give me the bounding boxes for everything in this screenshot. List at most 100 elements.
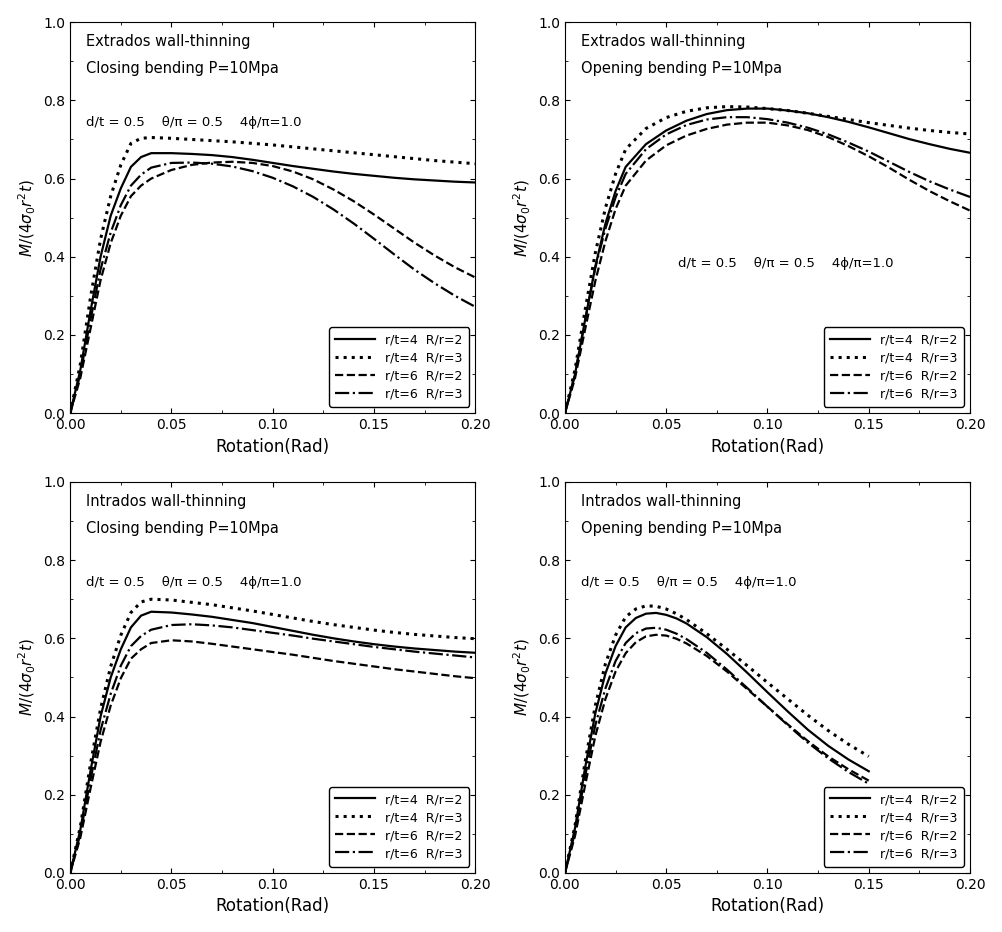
r/t=4  R/r=3: [619, 144, 631, 155]
r/t=4  R/r=3: [670, 608, 682, 619]
r/t=6  R/r=3: [145, 162, 157, 173]
r/t=4  R/r=3: [619, 611, 631, 623]
r/t=4  R/r=3: [226, 136, 238, 147]
r/t=4  R/r=3: [660, 603, 672, 614]
r/t=6  R/r=2: [700, 651, 712, 662]
r/t=4  R/r=3: [782, 105, 794, 116]
r/t=6  R/r=2: [135, 180, 147, 191]
r/t=6  R/r=3: [569, 827, 581, 838]
X-axis label: Rotation(Rad): Rotation(Rad): [215, 898, 330, 915]
r/t=4  R/r=3: [145, 594, 157, 605]
r/t=6  R/r=3: [823, 129, 835, 140]
r/t=6  R/r=2: [660, 140, 672, 151]
r/t=4  R/r=3: [206, 135, 218, 146]
r/t=6  R/r=2: [843, 141, 855, 152]
r/t=4  R/r=3: [165, 595, 177, 606]
r/t=4  R/r=2: [721, 649, 733, 660]
r/t=6  R/r=3: [802, 737, 814, 748]
r/t=4  R/r=3: [843, 739, 855, 750]
Line: r/t=6  R/r=2: r/t=6 R/r=2: [565, 123, 970, 413]
r/t=4  R/r=2: [185, 148, 197, 159]
r/t=4  R/r=2: [348, 169, 360, 180]
r/t=6  R/r=2: [308, 173, 320, 185]
r/t=6  R/r=3: [650, 623, 662, 634]
r/t=6  R/r=3: [721, 664, 733, 675]
r/t=6  R/r=3: [74, 829, 86, 840]
r/t=6  R/r=3: [135, 630, 147, 641]
r/t=4  R/r=3: [579, 304, 591, 315]
X-axis label: Rotation(Rad): Rotation(Rad): [710, 898, 825, 915]
r/t=6  R/r=3: [267, 172, 279, 184]
r/t=6  R/r=3: [559, 407, 571, 418]
r/t=4  R/r=3: [660, 112, 672, 123]
r/t=4  R/r=3: [185, 134, 197, 145]
r/t=6  R/r=3: [185, 157, 197, 168]
r/t=4  R/r=2: [863, 122, 875, 133]
r/t=6  R/r=2: [308, 652, 320, 664]
Line: r/t=6  R/r=2: r/t=6 R/r=2: [70, 640, 475, 873]
r/t=6  R/r=3: [287, 630, 299, 641]
r/t=4  R/r=3: [368, 149, 380, 160]
r/t=6  R/r=3: [115, 660, 127, 671]
r/t=4  R/r=2: [782, 105, 794, 116]
r/t=4  R/r=2: [115, 644, 127, 655]
r/t=6  R/r=3: [246, 166, 259, 177]
Text: d/t = 0.5    θ/π = 0.5    4ϕ/π=1.0: d/t = 0.5 θ/π = 0.5 4ϕ/π=1.0: [86, 116, 302, 129]
r/t=6  R/r=2: [328, 655, 340, 666]
r/t=6  R/r=3: [449, 290, 461, 301]
r/t=6  R/r=3: [84, 314, 96, 325]
r/t=4  R/r=2: [94, 711, 106, 722]
r/t=4  R/r=2: [883, 128, 895, 139]
r/t=6  R/r=2: [660, 630, 672, 641]
Line: r/t=6  R/r=3: r/t=6 R/r=3: [565, 628, 869, 873]
r/t=6  R/r=2: [680, 637, 692, 649]
r/t=4  R/r=2: [135, 152, 147, 163]
r/t=4  R/r=2: [348, 636, 360, 647]
Text: Opening bending P=10Mpa: Opening bending P=10Mpa: [581, 62, 783, 76]
r/t=6  R/r=3: [429, 648, 441, 659]
r/t=4  R/r=3: [599, 658, 611, 669]
Text: Extrados wall-thinning: Extrados wall-thinning: [581, 34, 745, 48]
r/t=6  R/r=2: [650, 629, 662, 640]
r/t=4  R/r=2: [246, 154, 259, 165]
r/t=6  R/r=3: [782, 117, 794, 129]
r/t=6  R/r=2: [762, 117, 774, 129]
r/t=6  R/r=3: [94, 724, 106, 735]
r/t=6  R/r=2: [348, 658, 360, 669]
Line: r/t=6  R/r=2: r/t=6 R/r=2: [70, 162, 475, 413]
r/t=4  R/r=2: [599, 218, 611, 229]
r/t=4  R/r=2: [74, 364, 86, 376]
r/t=6  R/r=2: [206, 638, 218, 650]
r/t=4  R/r=3: [579, 756, 591, 767]
r/t=4  R/r=2: [609, 640, 621, 651]
r/t=4  R/r=3: [267, 140, 279, 151]
r/t=6  R/r=3: [368, 641, 380, 652]
r/t=6  R/r=3: [619, 169, 631, 180]
Line: r/t=4  R/r=3: r/t=4 R/r=3: [565, 606, 869, 873]
r/t=6  R/r=2: [145, 173, 157, 185]
r/t=4  R/r=2: [619, 161, 631, 172]
r/t=4  R/r=2: [924, 139, 936, 150]
r/t=4  R/r=2: [741, 103, 754, 114]
r/t=6  R/r=3: [64, 407, 76, 418]
Text: Closing bending P=10Mpa: Closing bending P=10Mpa: [86, 521, 280, 536]
r/t=4  R/r=3: [640, 600, 652, 611]
r/t=6  R/r=2: [368, 661, 380, 672]
r/t=4  R/r=3: [782, 693, 794, 705]
r/t=6  R/r=2: [589, 276, 601, 287]
Text: Opening bending P=10Mpa: Opening bending P=10Mpa: [581, 521, 783, 536]
r/t=4  R/r=2: [267, 622, 279, 633]
X-axis label: Rotation(Rad): Rotation(Rad): [215, 438, 330, 456]
r/t=4  R/r=3: [388, 627, 400, 638]
r/t=6  R/r=2: [670, 633, 682, 644]
r/t=4  R/r=3: [206, 599, 218, 610]
r/t=6  R/r=3: [348, 638, 360, 650]
r/t=6  R/r=2: [165, 164, 177, 175]
r/t=4  R/r=2: [721, 104, 733, 116]
r/t=4  R/r=3: [469, 633, 481, 644]
r/t=4  R/r=3: [802, 710, 814, 721]
r/t=4  R/r=3: [135, 132, 147, 144]
r/t=6  R/r=3: [843, 137, 855, 148]
r/t=6  R/r=3: [409, 646, 421, 657]
r/t=4  R/r=3: [630, 603, 642, 614]
